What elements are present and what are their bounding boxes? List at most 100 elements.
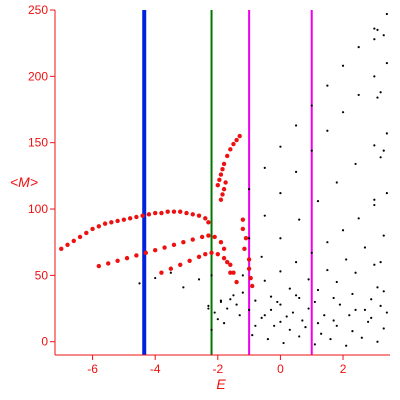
data-point bbox=[226, 307, 229, 310]
data-point bbox=[373, 38, 376, 41]
data-point bbox=[229, 298, 232, 301]
y-tick-label: 250 bbox=[28, 3, 48, 17]
data-point bbox=[373, 263, 376, 266]
data-point bbox=[341, 229, 345, 232]
data-point bbox=[217, 177, 222, 183]
data-point bbox=[301, 319, 304, 322]
data-point bbox=[279, 192, 282, 195]
data-point bbox=[379, 91, 382, 94]
data-point bbox=[357, 46, 360, 49]
data-point bbox=[152, 210, 158, 216]
data-point bbox=[221, 246, 227, 252]
data-point bbox=[237, 133, 242, 139]
data-point bbox=[382, 290, 385, 293]
data-point bbox=[77, 234, 83, 240]
data-point bbox=[216, 318, 219, 321]
data-point bbox=[385, 61, 388, 65]
data-point bbox=[248, 275, 253, 281]
y-tick-label: 50 bbox=[35, 268, 49, 282]
data-point bbox=[134, 214, 139, 220]
data-point bbox=[138, 282, 141, 285]
data-point bbox=[310, 251, 313, 254]
data-point bbox=[199, 234, 205, 240]
data-point bbox=[221, 255, 227, 261]
data-point bbox=[90, 226, 95, 232]
data-point bbox=[269, 295, 273, 298]
data-point bbox=[323, 314, 326, 317]
data-point bbox=[291, 311, 295, 314]
data-point bbox=[332, 296, 335, 300]
data-point bbox=[241, 291, 244, 294]
data-point bbox=[335, 181, 338, 184]
data-point bbox=[115, 258, 120, 263]
data-point bbox=[212, 234, 217, 240]
data-point bbox=[279, 320, 282, 323]
data-point bbox=[159, 210, 164, 216]
data-point bbox=[382, 234, 385, 237]
data-point bbox=[223, 180, 228, 185]
data-point bbox=[203, 216, 208, 221]
data-point bbox=[373, 203, 376, 207]
data-point bbox=[354, 162, 357, 166]
data-point bbox=[254, 324, 257, 327]
data-point bbox=[379, 156, 382, 159]
data-point bbox=[84, 230, 89, 236]
data-point bbox=[165, 209, 170, 214]
data-point bbox=[382, 34, 385, 37]
data-point bbox=[326, 84, 329, 87]
data-point bbox=[219, 300, 223, 304]
data-point bbox=[196, 213, 202, 218]
data-point bbox=[190, 212, 195, 217]
y-tick-label: 100 bbox=[28, 202, 48, 216]
data-point bbox=[354, 308, 357, 311]
data-point bbox=[228, 270, 233, 275]
data-point bbox=[207, 307, 210, 310]
data-point bbox=[376, 340, 379, 343]
data-point bbox=[376, 28, 379, 32]
data-point bbox=[124, 255, 130, 261]
data-point bbox=[250, 283, 255, 289]
data-point bbox=[326, 241, 329, 244]
data-point bbox=[370, 298, 373, 301]
data-point bbox=[366, 320, 370, 323]
data-point bbox=[294, 124, 298, 127]
data-point bbox=[263, 214, 266, 217]
data-point bbox=[218, 240, 224, 245]
data-point bbox=[178, 262, 183, 267]
data-point bbox=[329, 337, 332, 341]
y-axis: 0 50 100 150 200 250 bbox=[28, 3, 56, 355]
data-point bbox=[220, 192, 225, 197]
data-point bbox=[357, 93, 360, 97]
data-point bbox=[345, 258, 348, 261]
data-point bbox=[288, 328, 291, 331]
data-point bbox=[357, 217, 360, 220]
data-point bbox=[316, 199, 320, 203]
data-point bbox=[254, 299, 257, 302]
data-point bbox=[298, 335, 301, 338]
data-point bbox=[106, 261, 111, 266]
data-point bbox=[363, 308, 367, 311]
data-point bbox=[379, 261, 382, 264]
x-axis-title: E bbox=[216, 376, 226, 392]
data-point bbox=[304, 326, 307, 329]
data-point bbox=[335, 324, 338, 327]
data-point bbox=[354, 271, 357, 274]
data-point bbox=[382, 149, 385, 152]
data-point bbox=[159, 270, 164, 275]
x-tick-label: -2 bbox=[212, 362, 223, 376]
data-point bbox=[146, 212, 152, 217]
data-point bbox=[385, 311, 388, 314]
data-point bbox=[215, 251, 221, 257]
data-point bbox=[218, 172, 224, 177]
data-point bbox=[313, 300, 316, 304]
data-point bbox=[294, 261, 298, 264]
data-point bbox=[154, 276, 157, 280]
data-point bbox=[171, 209, 177, 214]
data-point bbox=[222, 322, 226, 325]
data-point bbox=[228, 262, 233, 267]
data-point bbox=[218, 197, 224, 202]
data-point bbox=[332, 319, 335, 322]
data-point bbox=[307, 307, 310, 310]
scatter-points bbox=[59, 12, 388, 347]
